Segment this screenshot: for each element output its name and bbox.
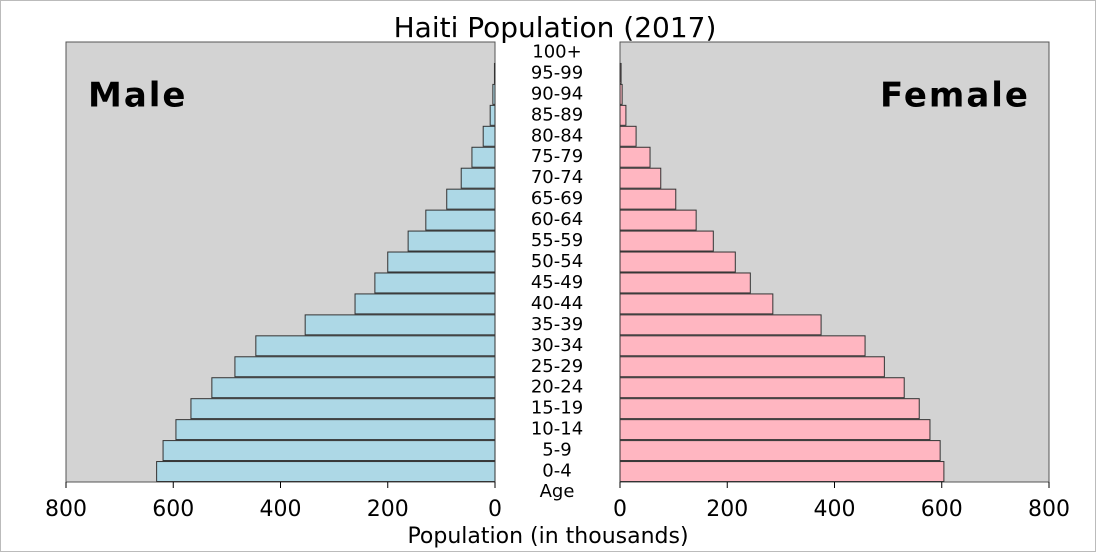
bar — [425, 209, 496, 231]
bar — [619, 83, 623, 105]
bar — [234, 356, 496, 378]
x-tick-label: 400 — [260, 497, 302, 522]
bar — [619, 356, 885, 378]
bar — [619, 167, 662, 189]
bar — [211, 377, 496, 399]
x-tick-label: 600 — [921, 497, 963, 522]
category-label: 5-9 — [542, 440, 571, 461]
category-axis-label: Age — [540, 481, 575, 502]
x-tick-label: 400 — [814, 497, 856, 522]
category-label: 35-39 — [531, 314, 583, 335]
category-label: 50-54 — [531, 251, 583, 272]
bar — [619, 62, 622, 84]
bar — [619, 125, 637, 147]
category-label: 40-44 — [531, 293, 583, 314]
bar — [619, 293, 774, 315]
bar — [619, 230, 714, 252]
category-label: 55-59 — [531, 230, 583, 251]
bar — [175, 419, 496, 441]
bar — [619, 209, 697, 231]
x-axis-label: Population (in thousands) — [407, 524, 688, 549]
bar — [354, 293, 496, 315]
bar — [255, 335, 496, 357]
category-label: 95-99 — [531, 62, 583, 83]
bar — [460, 167, 496, 189]
x-tick-label: 0 — [488, 497, 502, 522]
category-label: 20-24 — [531, 377, 583, 398]
category-label: 25-29 — [531, 356, 583, 377]
category-label: 0-4 — [542, 461, 571, 482]
x-tick-label: 200 — [367, 497, 409, 522]
legend-label: Male — [88, 76, 188, 116]
x-tick-label: 800 — [1028, 497, 1070, 522]
category-label: 80-84 — [531, 125, 583, 146]
category-label: 30-34 — [531, 335, 583, 356]
bar — [471, 146, 496, 168]
category-label: 45-49 — [531, 272, 583, 293]
bar — [493, 62, 496, 84]
category-label: 85-89 — [531, 104, 583, 125]
bar — [619, 377, 905, 399]
bar — [619, 251, 736, 273]
bar — [407, 230, 496, 252]
bar — [446, 188, 496, 210]
bar — [619, 440, 941, 462]
bar — [374, 272, 496, 294]
bar — [492, 83, 496, 105]
bar — [619, 146, 651, 168]
bar — [619, 419, 931, 441]
bar — [619, 335, 866, 357]
bar — [387, 251, 496, 273]
category-label: 90-94 — [531, 83, 583, 104]
category-label: 15-19 — [531, 398, 583, 419]
category-label: 60-64 — [531, 209, 583, 230]
chart-title: Haiti Population (2017) — [394, 11, 717, 44]
bar — [482, 125, 496, 147]
category-label: 10-14 — [531, 419, 583, 440]
bar — [156, 461, 496, 482]
bar — [619, 188, 677, 210]
bar — [619, 272, 751, 294]
bar — [190, 398, 496, 420]
bar — [619, 104, 627, 126]
bar — [162, 440, 496, 462]
legend-label: Female — [880, 76, 1030, 116]
bar — [489, 104, 496, 126]
category-label: 75-79 — [531, 146, 583, 167]
bar — [619, 398, 920, 420]
category-label: 100+ — [532, 41, 581, 62]
bar — [304, 314, 496, 336]
x-tick-label: 800 — [45, 497, 87, 522]
bar — [619, 314, 822, 336]
x-tick-label: 200 — [706, 497, 748, 522]
bar — [619, 461, 945, 482]
category-label: 70-74 — [531, 167, 583, 188]
x-tick-label: 0 — [613, 497, 627, 522]
category-label: 65-69 — [531, 188, 583, 209]
x-tick-label: 600 — [152, 497, 194, 522]
